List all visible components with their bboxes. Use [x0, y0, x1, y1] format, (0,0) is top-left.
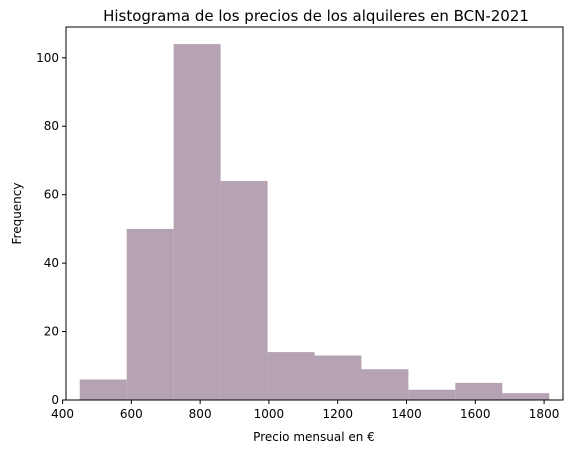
histogram-bar — [408, 389, 456, 400]
x-tick-label: 800 — [189, 407, 212, 421]
y-tick-label: 80 — [44, 119, 59, 133]
y-axis-label: Frequency — [10, 183, 24, 245]
histogram-bar — [267, 352, 315, 400]
y-tick-label: 20 — [44, 325, 59, 339]
x-axis-ticks: 400 600 800 1000 1200 1400 1600 1800 — [51, 400, 559, 421]
histogram-bar — [502, 393, 550, 400]
y-tick-label: 40 — [44, 256, 59, 270]
histogram-bar — [79, 379, 127, 400]
histogram-bar — [455, 382, 503, 400]
y-tick-label: 60 — [44, 188, 59, 202]
y-tick-label: 0 — [51, 393, 59, 407]
plot-frame — [65, 26, 564, 401]
x-tick-label: 1600 — [460, 407, 491, 421]
histogram-bar — [126, 228, 174, 400]
x-tick-label: 600 — [120, 407, 143, 421]
histogram-bar — [220, 180, 268, 400]
bars-group — [79, 44, 550, 400]
x-tick-label: 400 — [51, 407, 74, 421]
y-axis-ticks: 0 20 40 60 80 100 — [36, 51, 66, 407]
chart-title: Histograma de los precios de los alquile… — [103, 7, 529, 25]
y-tick-label: 100 — [36, 51, 59, 65]
x-tick-label: 1800 — [529, 407, 560, 421]
histogram-bar — [173, 44, 221, 400]
histogram-bar — [314, 355, 362, 400]
x-tick-label: 1400 — [391, 407, 422, 421]
x-tick-label: 1000 — [254, 407, 285, 421]
x-axis-label: Precio mensual en € — [253, 430, 375, 444]
histogram-bar — [361, 369, 409, 400]
x-tick-label: 1200 — [322, 407, 353, 421]
